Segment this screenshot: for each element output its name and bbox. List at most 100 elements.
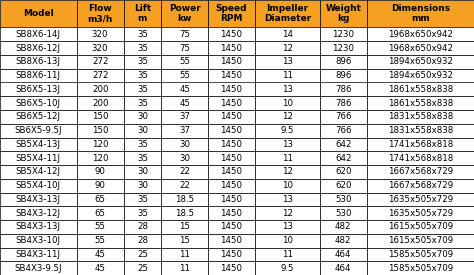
Text: 10: 10: [282, 99, 293, 108]
Bar: [255, 206, 320, 220]
Text: 200: 200: [92, 99, 109, 108]
Bar: [208, 192, 255, 206]
Bar: [367, 261, 474, 275]
Text: SB8X6-12J: SB8X6-12J: [16, 44, 61, 53]
Bar: [124, 179, 161, 192]
Bar: [255, 69, 320, 82]
Bar: [161, 206, 208, 220]
Bar: [367, 110, 474, 124]
Bar: [77, 55, 124, 69]
Bar: [208, 179, 255, 192]
Bar: [255, 28, 320, 41]
Text: 530: 530: [335, 195, 352, 204]
Bar: [208, 0, 255, 28]
Bar: [255, 261, 320, 275]
Text: 786: 786: [335, 99, 352, 108]
Text: 11: 11: [282, 154, 293, 163]
Text: 18.5: 18.5: [175, 209, 194, 218]
Text: 464: 464: [335, 250, 352, 259]
Text: 35: 35: [137, 154, 148, 163]
Bar: [255, 82, 320, 96]
Text: 35: 35: [137, 140, 148, 149]
Text: 120: 120: [92, 140, 109, 149]
Text: SB4X3-13J: SB4X3-13J: [16, 195, 61, 204]
Text: SB8X6-11J: SB8X6-11J: [16, 71, 61, 80]
Bar: [77, 110, 124, 124]
Bar: [161, 248, 208, 261]
Text: 1968x650x942: 1968x650x942: [388, 30, 453, 39]
Text: 1635x505x729: 1635x505x729: [388, 195, 453, 204]
Text: 1861x558x838: 1861x558x838: [388, 99, 453, 108]
Bar: [320, 28, 367, 41]
Bar: [255, 96, 320, 110]
Bar: [161, 69, 208, 82]
Bar: [124, 151, 161, 165]
Bar: [77, 206, 124, 220]
Bar: [208, 82, 255, 96]
Text: SB5X4-13J: SB5X4-13J: [16, 140, 61, 149]
Text: 45: 45: [179, 99, 190, 108]
Text: 482: 482: [335, 222, 352, 231]
Text: 28: 28: [137, 236, 148, 245]
Text: 13: 13: [282, 140, 293, 149]
Bar: [208, 248, 255, 261]
Text: 1831x558x838: 1831x558x838: [388, 112, 453, 121]
Text: 1894x650x932: 1894x650x932: [388, 71, 453, 80]
Text: 10: 10: [282, 236, 293, 245]
Text: 14: 14: [282, 30, 293, 39]
Bar: [320, 220, 367, 234]
Text: 15: 15: [179, 222, 190, 231]
Bar: [161, 261, 208, 275]
Bar: [367, 192, 474, 206]
Text: 13: 13: [282, 85, 293, 94]
Bar: [161, 151, 208, 165]
Bar: [161, 110, 208, 124]
Bar: [320, 96, 367, 110]
Text: 1968x650x942: 1968x650x942: [388, 44, 453, 53]
Bar: [208, 28, 255, 41]
Bar: [77, 69, 124, 82]
Bar: [320, 82, 367, 96]
Text: 15: 15: [179, 236, 190, 245]
Bar: [208, 124, 255, 138]
Bar: [124, 28, 161, 41]
Bar: [367, 69, 474, 82]
Bar: [77, 165, 124, 179]
Bar: [124, 124, 161, 138]
Text: 22: 22: [179, 167, 190, 176]
Text: 1230: 1230: [332, 44, 354, 53]
Bar: [161, 124, 208, 138]
Text: 1450: 1450: [220, 140, 243, 149]
Text: Weight
kg: Weight kg: [325, 4, 361, 23]
Bar: [124, 165, 161, 179]
Bar: [0, 69, 77, 82]
Text: SB4X3-13J: SB4X3-13J: [16, 222, 61, 231]
Bar: [367, 248, 474, 261]
Text: 1615x505x709: 1615x505x709: [388, 236, 453, 245]
Bar: [124, 55, 161, 69]
Bar: [255, 179, 320, 192]
Text: 35: 35: [137, 57, 148, 66]
Bar: [255, 0, 320, 28]
Bar: [320, 0, 367, 28]
Text: 10: 10: [282, 181, 293, 190]
Bar: [0, 124, 77, 138]
Text: 1450: 1450: [220, 222, 243, 231]
Bar: [320, 261, 367, 275]
Text: 1615x505x709: 1615x505x709: [388, 222, 453, 231]
Bar: [124, 138, 161, 151]
Text: 200: 200: [92, 85, 109, 94]
Text: 896: 896: [335, 71, 352, 80]
Bar: [208, 206, 255, 220]
Text: 55: 55: [95, 236, 106, 245]
Text: Lift
m: Lift m: [134, 4, 151, 23]
Bar: [77, 96, 124, 110]
Text: 530: 530: [335, 209, 352, 218]
Bar: [161, 234, 208, 248]
Text: 1450: 1450: [220, 57, 243, 66]
Text: SB4X3-12J: SB4X3-12J: [16, 209, 61, 218]
Bar: [367, 234, 474, 248]
Text: Speed
RPM: Speed RPM: [216, 4, 247, 23]
Bar: [367, 206, 474, 220]
Bar: [161, 220, 208, 234]
